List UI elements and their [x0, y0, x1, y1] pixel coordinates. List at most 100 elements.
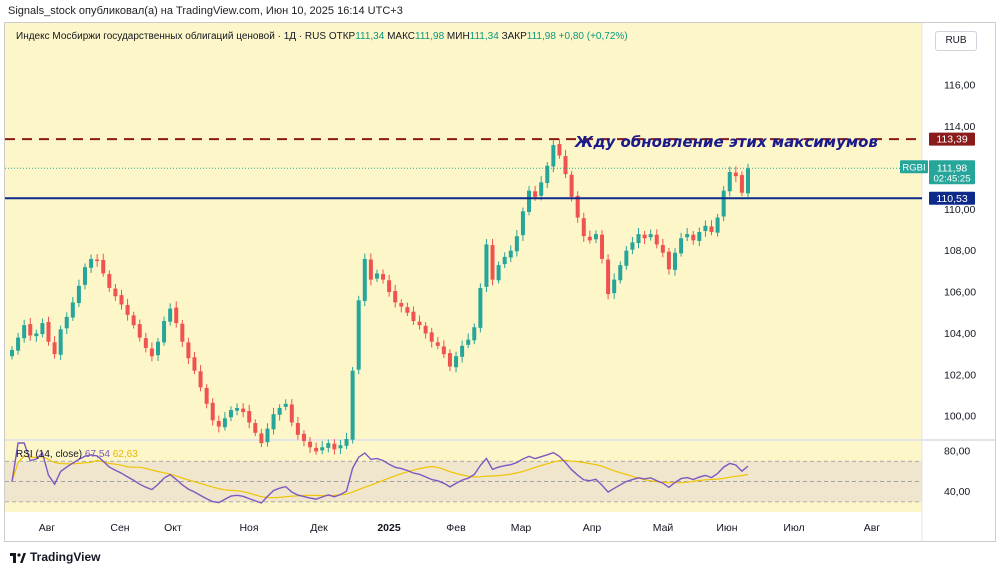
candle-body [186, 342, 191, 359]
last-price-label: 111,98 [937, 162, 968, 174]
candle-body [642, 234, 647, 239]
time-axis-tick-label: Фев [446, 522, 466, 534]
candle-body [277, 407, 282, 415]
currency-button[interactable]: RUB [935, 31, 977, 51]
candle-body [447, 353, 452, 367]
publish-bar: Signals_stock опубликовал(а) на TradingV… [0, 0, 1000, 22]
candle-body [441, 346, 446, 355]
candle-body [228, 410, 233, 418]
candle-body [429, 332, 434, 342]
candle-body [405, 307, 410, 313]
candle-body [326, 443, 331, 448]
time-axis-tick-label: Сен [110, 522, 129, 534]
candle-body [411, 311, 416, 322]
time-axis-tick-label: Апр [583, 522, 602, 534]
candle-body [679, 238, 684, 254]
candle-body [204, 387, 209, 404]
candle-body [344, 439, 349, 446]
support-price-label: 110,53 [936, 193, 967, 205]
candle-body [545, 165, 550, 183]
candle-body [539, 182, 544, 196]
candle-body [520, 211, 525, 236]
price-axis-tick-label: 104,00 [944, 328, 976, 340]
publish-info: Signals_stock опубликовал(а) на TradingV… [8, 5, 403, 17]
candle-body [648, 234, 653, 238]
candle-body [636, 234, 641, 244]
rsi-ma-line [11, 455, 749, 499]
candle-body [618, 265, 623, 281]
candle-body [198, 371, 203, 388]
rsi-axis-tick-label: 40,00 [944, 486, 970, 498]
price-axis-tick-label: 100,00 [944, 411, 976, 423]
candle-body [350, 370, 355, 440]
rsi-line [11, 442, 749, 504]
time-axis-tick-label: 2025 [377, 522, 401, 534]
rsi-legend: RSI (14, close) 67,54 62,63 [16, 449, 138, 460]
candle-body [374, 273, 379, 279]
price-axis-tick-label: 102,00 [944, 369, 976, 381]
resistance-price-label: 113,39 [936, 134, 967, 146]
candle-body [101, 259, 106, 274]
candle-body [697, 232, 702, 241]
close-label: ЗАКР [501, 31, 527, 42]
candle-body [435, 342, 440, 346]
last-price-tag-background [929, 160, 975, 185]
candle-body [703, 225, 708, 231]
candle-body [581, 218, 586, 237]
symbol-legend: Индекс Мосбиржи государственных облигаци… [16, 31, 628, 42]
price-axis-tick-label: 116,00 [944, 80, 975, 92]
candle-body [387, 280, 392, 293]
price-axis-tick-label: 106,00 [944, 287, 976, 299]
change-value: +0,80 (+0,72%) [558, 31, 628, 42]
candle-body [210, 402, 215, 421]
candle-body [496, 265, 501, 281]
candle-body [40, 323, 45, 335]
candle-body [137, 324, 142, 338]
candle-body [82, 267, 87, 285]
candle-body [162, 321, 167, 343]
candle-body [70, 302, 75, 318]
candle-body [64, 316, 69, 329]
candle-body [34, 333, 39, 337]
time-axis-tick-label: Мар [511, 522, 532, 534]
candle-body [721, 190, 726, 217]
candle-body [52, 342, 57, 355]
candle-body [612, 279, 617, 294]
candle-body [466, 339, 471, 345]
tradingview-icon [10, 552, 26, 563]
time-axis-tick-label: Дек [310, 522, 328, 534]
candle-body [739, 175, 744, 193]
candle-body [241, 408, 246, 413]
price-axis-tick-label: 110,00 [944, 204, 975, 216]
candle-body [454, 356, 459, 368]
time-axis-tick-label: Ноя [239, 522, 258, 534]
price-pane-background [5, 23, 922, 439]
candle-body [125, 305, 130, 315]
rsi-ma-value: 62,63 [112, 449, 138, 460]
candle-body [332, 443, 337, 450]
candle-body [575, 195, 580, 218]
low-label: МИН [446, 31, 470, 42]
candle-body [606, 259, 611, 295]
rsi-axis-tick-label: 80,00 [944, 446, 970, 458]
rsi-value: 67,54 [84, 449, 110, 460]
footer-brand: TradingView [30, 550, 101, 564]
candle-body [399, 303, 404, 307]
time-axis-tick-label: Май [653, 522, 674, 534]
close-value: 111,98 [526, 31, 556, 42]
candle-body [58, 329, 63, 355]
candle-body [46, 322, 51, 342]
time-axis-tick-label: Авг [864, 522, 881, 534]
resistance-price-label-background [929, 132, 975, 146]
candle-body [283, 403, 288, 407]
candle-body [143, 338, 148, 348]
open-label: ОТКР [328, 31, 356, 42]
candle-body [685, 234, 690, 238]
price-axis-tick-label: 108,00 [944, 245, 976, 257]
candle-body [155, 341, 160, 356]
time-axis-tick-label: Июн [716, 522, 737, 534]
tradingview-logo[interactable]: TradingView [10, 550, 100, 564]
candle-body [265, 428, 270, 443]
candle-body [709, 226, 714, 233]
